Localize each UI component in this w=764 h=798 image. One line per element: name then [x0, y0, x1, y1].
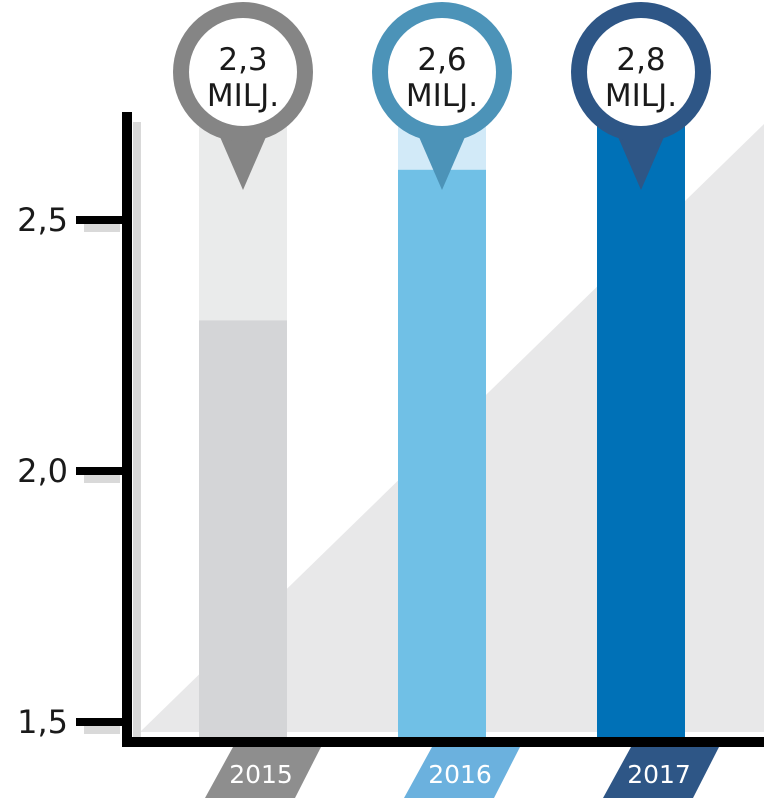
y-tick-label: 2,0: [17, 452, 68, 490]
y-tick-shadow: [84, 726, 120, 734]
pin-pointer: [416, 130, 468, 190]
pin-face: [587, 18, 695, 126]
y-axis-shadow: [133, 122, 141, 744]
year-tab-2015: [205, 747, 321, 798]
pin-pointer: [615, 130, 667, 190]
y-tick-label: 2,5: [17, 201, 68, 239]
x-axis-line: [122, 737, 764, 747]
unit-label: MILJ.: [207, 78, 279, 114]
unit-label: MILJ.: [406, 78, 478, 114]
y-axis-line: [122, 112, 132, 747]
x-tick-label: 2015: [229, 760, 293, 789]
pin-face: [388, 18, 496, 126]
value-label: 2,8: [616, 42, 665, 78]
unit-label: MILJ.: [605, 78, 677, 114]
y-tick: [76, 216, 126, 224]
y-tick-label: 1,5: [17, 703, 68, 741]
pin-face: [189, 18, 297, 126]
y-tick: [76, 467, 126, 475]
year-tab-2017: [603, 747, 719, 798]
value-label: 2,6: [417, 42, 466, 78]
pin-pointer: [217, 130, 269, 190]
value-label: 2,3: [218, 42, 267, 78]
y-tick-shadow: [84, 224, 120, 232]
bar-2015: [199, 320, 287, 742]
bar-2016: [398, 169, 486, 743]
year-tab-2016: [404, 747, 520, 798]
x-tick-label: 2016: [428, 760, 492, 789]
y-tick: [76, 718, 126, 726]
x-tick-label: 2017: [627, 760, 691, 789]
y-tick-shadow: [84, 475, 120, 483]
